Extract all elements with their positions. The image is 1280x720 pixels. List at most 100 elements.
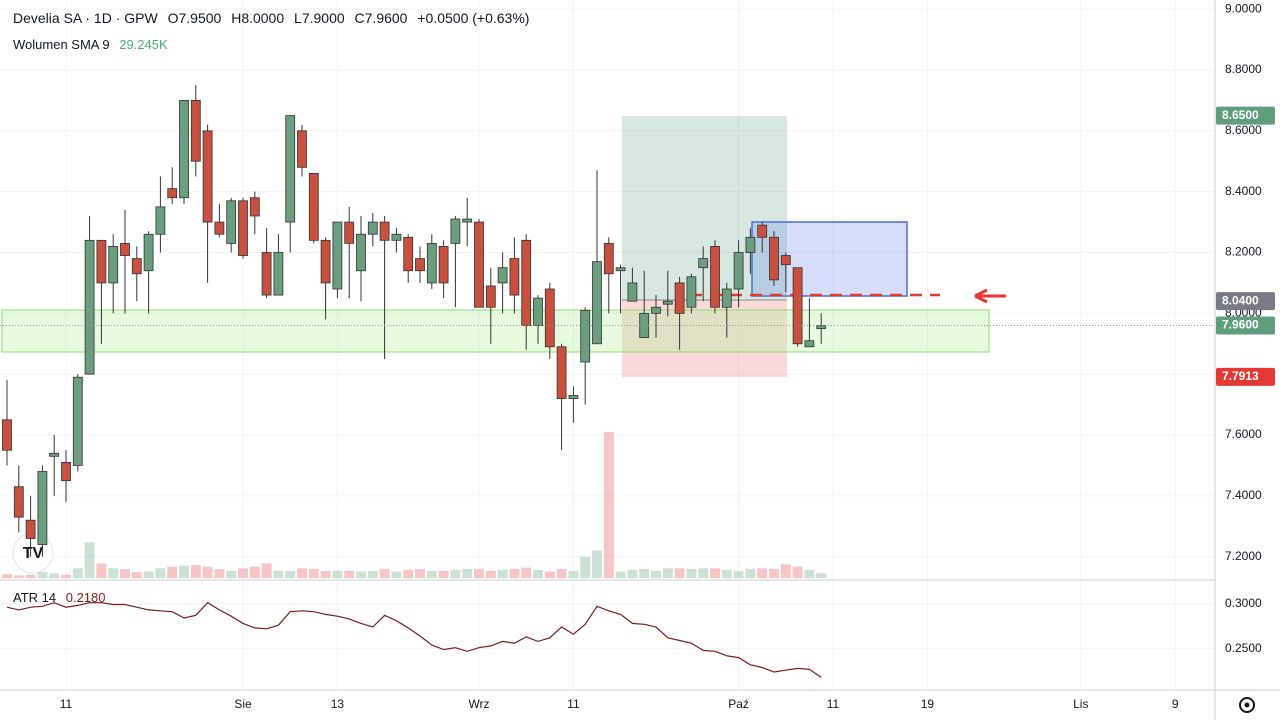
candle-body — [332, 221, 343, 290]
candle-body — [344, 221, 355, 244]
candle-body — [733, 252, 744, 290]
volume-bar — [356, 571, 366, 578]
y-tick-label: 8.2000 — [1225, 245, 1262, 259]
volume-bar — [745, 568, 756, 578]
volume-bar — [568, 570, 579, 578]
stop-zone — [622, 300, 787, 377]
candle-body — [721, 288, 732, 308]
volume-bar — [261, 563, 272, 578]
change: +0.0500 (+0.63%) — [417, 10, 530, 26]
candle-body — [497, 267, 508, 284]
atr-label: ATR 14 — [13, 590, 57, 605]
y-tick-label: 7.2000 — [1225, 549, 1262, 563]
volume-bar — [816, 573, 827, 578]
price-badge-label: 8.6500 — [1222, 108, 1259, 122]
candle-body — [698, 258, 709, 269]
candle-body — [13, 486, 24, 518]
volume-bar — [297, 568, 307, 578]
x-tick-label: 11 — [827, 697, 840, 711]
volume-bar — [84, 542, 95, 578]
volume-bar — [49, 573, 60, 578]
x-tick-label: Lis — [1073, 697, 1088, 711]
arrow — [974, 288, 1006, 304]
volume-bar — [533, 569, 543, 578]
x-tick-label: Sie — [234, 697, 252, 711]
y2-tick-label: 0.3000 — [1225, 596, 1262, 610]
candle-body — [273, 252, 284, 296]
candle-body — [627, 282, 638, 302]
candle-body — [120, 242, 130, 256]
candle-body — [155, 206, 166, 235]
candle-body — [615, 267, 626, 272]
symbol: Develia SA · 1D · GPW — [13, 10, 158, 26]
candle-body — [261, 252, 272, 296]
volume-bar — [426, 570, 437, 578]
volume-bar — [627, 569, 638, 578]
volume-bar — [96, 563, 107, 578]
y-tick-label: 8.4000 — [1225, 184, 1262, 198]
y-tick-label: 9.0000 — [1225, 1, 1262, 15]
candle-body — [474, 221, 484, 308]
volume-bar — [792, 566, 803, 578]
volume-bar — [226, 570, 237, 578]
x-tick-label: 11 — [567, 697, 580, 711]
candle-body — [544, 288, 555, 348]
candle-body — [792, 267, 803, 345]
candle-body — [131, 258, 142, 275]
volume-bar — [2, 574, 12, 578]
candle-body — [61, 461, 71, 482]
volume-bar — [804, 569, 815, 578]
volume-bar — [344, 570, 355, 578]
price-badge-label: 8.0400 — [1222, 293, 1259, 307]
price-badge — [1216, 106, 1275, 125]
volume-bar — [155, 568, 166, 578]
candle-body — [415, 258, 425, 272]
candle-body — [96, 239, 107, 284]
volume-bar — [544, 571, 555, 578]
ohlc-open: O7.9500 — [167, 10, 222, 26]
atr-value: 0.2180 — [65, 590, 106, 605]
volume-bar — [13, 575, 24, 578]
volume-bar — [72, 568, 83, 578]
price-badge-label: 7.9600 — [1222, 318, 1259, 332]
candle-body — [592, 261, 602, 345]
settings-button[interactable] — [1239, 697, 1255, 713]
legend-header: Develia SA · 1D · GPW O7.9500 H8.0000 L7… — [13, 10, 535, 26]
candle-body — [285, 115, 296, 223]
volume-label: Wolumen SMA 9 — [13, 37, 110, 52]
volume-bar — [710, 568, 720, 578]
volume-bar — [131, 572, 142, 578]
candle-body — [167, 188, 178, 199]
candle-body — [769, 236, 779, 281]
candle-body — [379, 221, 390, 241]
candle-body — [25, 519, 36, 539]
candle-body — [391, 233, 402, 241]
candle-body — [568, 395, 579, 399]
volume-bar — [108, 568, 119, 578]
candle-body — [509, 258, 520, 296]
volume-bar — [190, 565, 201, 578]
candle-body — [485, 285, 496, 308]
volume-bar — [238, 568, 248, 578]
volume-bar — [698, 568, 709, 578]
candle-body — [403, 236, 414, 272]
volume-bar — [450, 569, 461, 578]
price-badge — [1216, 316, 1275, 335]
candle-body — [639, 312, 650, 339]
candle-body — [214, 221, 225, 235]
x-tick-label: 19 — [921, 697, 935, 711]
price-badge-label: 7.7913 — [1222, 369, 1259, 383]
volume-bar — [120, 568, 130, 578]
volume-bar — [249, 566, 260, 578]
candle-body — [37, 471, 48, 545]
volume-bar — [379, 568, 390, 578]
volume-bar — [143, 571, 154, 578]
y-tick-label: 8.6000 — [1225, 123, 1262, 137]
x-tick-label: 11 — [60, 697, 73, 711]
volume-bar — [438, 570, 449, 578]
candle-body — [72, 376, 83, 466]
candle-body — [450, 218, 461, 244]
ohlc-close: C7.9600 — [354, 10, 408, 26]
volume-bar — [769, 568, 779, 578]
